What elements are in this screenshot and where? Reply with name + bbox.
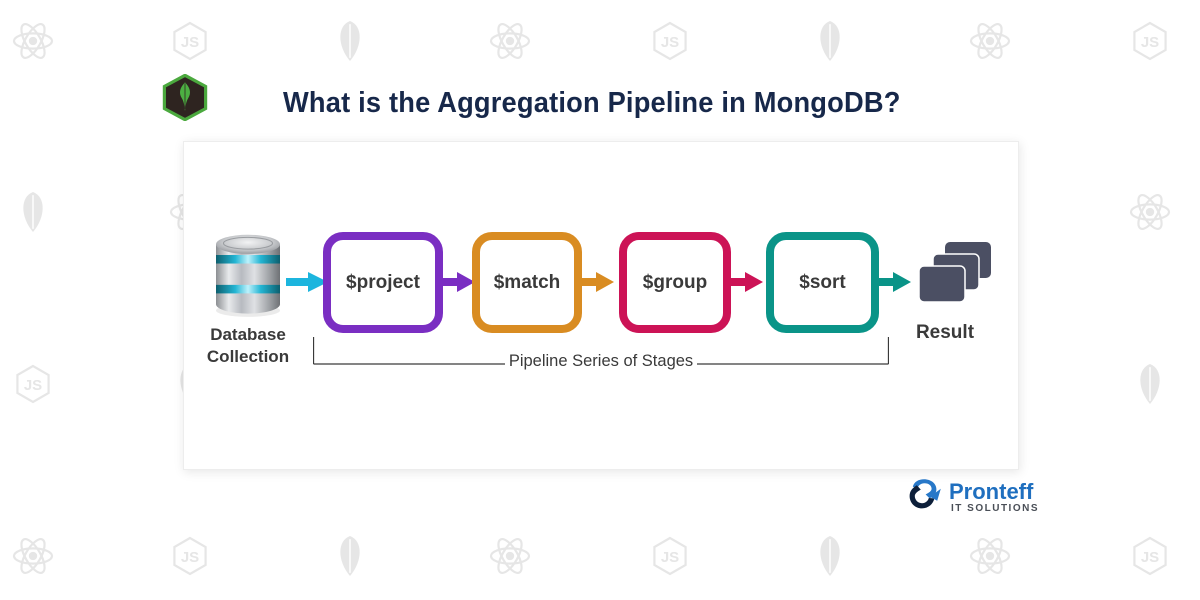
svg-text:JS: JS: [181, 34, 199, 51]
svg-text:JS: JS: [24, 377, 42, 394]
svg-text:JS: JS: [661, 549, 679, 566]
svg-text:JS: JS: [1141, 34, 1159, 51]
svg-text:JS: JS: [181, 549, 199, 566]
svg-text:JS: JS: [661, 34, 679, 51]
svg-text:JS: JS: [1141, 549, 1159, 566]
